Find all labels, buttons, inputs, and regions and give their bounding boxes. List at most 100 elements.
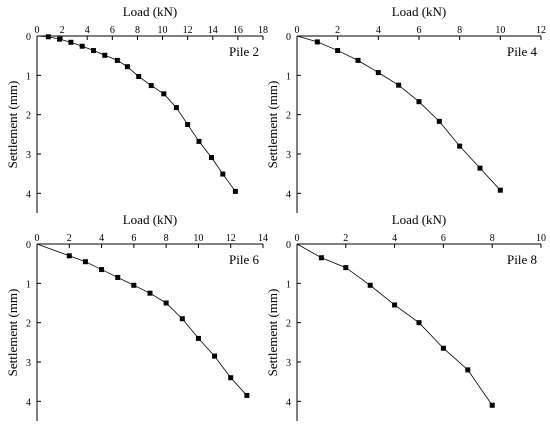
y-tick-label: 0 xyxy=(26,32,31,43)
x-tick-label: 10 xyxy=(193,233,203,244)
x-tick-label: 0 xyxy=(295,25,300,36)
data-point xyxy=(228,375,234,381)
x-tick-label: 18 xyxy=(258,25,268,36)
data-point xyxy=(375,70,381,76)
x-tick-label: 8 xyxy=(457,25,462,36)
x-tick-label: 14 xyxy=(208,25,218,36)
data-point xyxy=(314,39,320,45)
x-tick-label: 10 xyxy=(158,25,168,36)
data-point xyxy=(335,48,341,54)
y-tick-label: 4 xyxy=(286,189,291,200)
y-tick-label: 3 xyxy=(286,150,291,161)
y-tick-label: 0 xyxy=(286,32,291,43)
y-tick-label: 0 xyxy=(26,240,31,251)
data-point xyxy=(131,282,137,288)
x-tick-label: 14 xyxy=(258,233,268,244)
y-tick-label: 3 xyxy=(26,358,31,369)
data-point xyxy=(212,353,218,359)
x-axis-title: Load (kN) xyxy=(123,4,178,19)
data-point xyxy=(457,143,463,149)
data-point xyxy=(440,345,446,351)
y-axis-title: Settlement (mm) xyxy=(265,289,280,377)
y-tick-label: 2 xyxy=(26,319,31,330)
x-tick-label: 12 xyxy=(226,233,236,244)
data-point xyxy=(436,118,442,124)
data-point xyxy=(465,367,471,373)
series-line xyxy=(36,35,236,192)
data-point xyxy=(173,105,179,111)
y-tick-label: 1 xyxy=(26,279,31,290)
x-tick-label: 12 xyxy=(183,25,193,36)
x-tick-label: 6 xyxy=(110,25,115,36)
data-point xyxy=(244,392,250,398)
data-point xyxy=(79,43,85,49)
x-tick-label: 16 xyxy=(233,25,243,36)
data-point xyxy=(114,57,120,63)
data-point xyxy=(416,99,422,105)
series-line xyxy=(36,243,248,396)
data-point xyxy=(195,335,201,341)
data-point xyxy=(497,187,503,193)
data-point xyxy=(57,36,63,42)
data-point xyxy=(416,320,422,326)
x-axis-title: Load (kN) xyxy=(392,4,447,19)
x-tick-label: 10 xyxy=(495,25,505,36)
data-point xyxy=(102,52,108,58)
x-tick-label: 8 xyxy=(490,233,495,244)
data-point xyxy=(66,253,72,259)
data-point xyxy=(209,155,215,161)
x-tick-label: 2 xyxy=(335,25,340,36)
data-point xyxy=(45,34,51,40)
data-point xyxy=(82,259,88,265)
x-axis-title: Load (kN) xyxy=(392,212,447,227)
x-tick-label: 4 xyxy=(99,233,104,244)
y-tick-label: 1 xyxy=(286,71,291,82)
data-point xyxy=(163,300,169,306)
x-axis-title: Load (kN) xyxy=(123,212,178,227)
y-tick-label: 4 xyxy=(26,397,31,408)
x-tick-label: 4 xyxy=(392,233,397,244)
x-tick-label: 4 xyxy=(376,25,381,36)
x-tick-label: 2 xyxy=(67,233,72,244)
data-point xyxy=(68,39,74,45)
x-tick-label: 8 xyxy=(135,25,140,36)
y-tick-label: 2 xyxy=(26,111,31,122)
x-tick-label: 6 xyxy=(417,25,422,36)
data-point xyxy=(136,74,142,80)
x-tick-label: 4 xyxy=(85,25,90,36)
y-tick-label: 4 xyxy=(286,397,291,408)
panel-label: Pile 4 xyxy=(507,44,537,59)
data-point xyxy=(99,267,105,273)
x-tick-label: 2 xyxy=(60,25,65,36)
data-point xyxy=(185,122,191,127)
panel-label: Pile 8 xyxy=(507,252,537,267)
data-point xyxy=(232,188,238,194)
y-axis-title: Settlement (mm) xyxy=(265,81,280,169)
panel-label: Pile 2 xyxy=(229,44,259,59)
x-tick-label: 0 xyxy=(35,25,40,36)
data-point xyxy=(115,274,121,280)
data-point xyxy=(367,282,373,288)
y-tick-label: 4 xyxy=(26,189,31,200)
panel-label: Pile 6 xyxy=(229,252,259,267)
x-tick-label: 10 xyxy=(536,233,546,244)
y-tick-label: 2 xyxy=(286,111,291,122)
x-tick-label: 12 xyxy=(536,25,546,36)
x-tick-label: 6 xyxy=(131,233,136,244)
data-point xyxy=(196,138,202,144)
data-point xyxy=(343,265,349,271)
chart-panel-4: 0 2 4 6 8 10 0 1 2 3 4 Load (kN) Settlement (mm) Pile… xyxy=(265,212,546,421)
x-tick-label: 0 xyxy=(295,233,300,244)
y-tick-label: 2 xyxy=(286,319,291,330)
y-tick-label: 3 xyxy=(26,150,31,161)
series-line xyxy=(296,243,493,406)
y-axis-title: Settlement (mm) xyxy=(5,289,20,377)
data-point xyxy=(318,255,324,261)
data-point xyxy=(477,165,483,171)
x-tick-label: 8 xyxy=(164,233,169,244)
data-point xyxy=(179,316,185,322)
data-point xyxy=(148,83,154,89)
